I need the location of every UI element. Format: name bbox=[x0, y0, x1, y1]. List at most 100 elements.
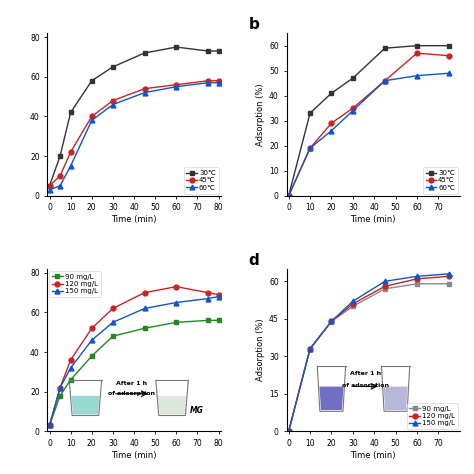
30℃ bbox=[328, 91, 334, 96]
150 mg/L bbox=[68, 365, 73, 371]
120 mg/L bbox=[110, 306, 116, 311]
X-axis label: Time (min): Time (min) bbox=[350, 215, 396, 224]
90 mg/L bbox=[286, 428, 292, 434]
Line: 150 mg/L: 150 mg/L bbox=[47, 294, 221, 428]
Line: 90 mg/L: 90 mg/L bbox=[286, 282, 452, 434]
120 mg/L bbox=[173, 284, 179, 290]
150 mg/L bbox=[173, 300, 179, 305]
30℃ bbox=[173, 44, 179, 50]
60℃ bbox=[46, 187, 52, 192]
45℃ bbox=[382, 78, 388, 83]
Legend: 90 mg/L, 120 mg/L, 150 mg/L: 90 mg/L, 120 mg/L, 150 mg/L bbox=[49, 271, 100, 297]
120 mg/L bbox=[414, 276, 420, 282]
120 mg/L bbox=[286, 428, 292, 434]
X-axis label: Time (min): Time (min) bbox=[111, 451, 157, 460]
150 mg/L bbox=[57, 385, 63, 391]
120 mg/L bbox=[142, 290, 147, 295]
45℃ bbox=[414, 50, 420, 56]
120 mg/L bbox=[46, 422, 52, 428]
Line: 120 mg/L: 120 mg/L bbox=[47, 284, 221, 428]
30℃ bbox=[142, 50, 147, 56]
60℃ bbox=[350, 108, 356, 114]
90 mg/L bbox=[216, 318, 221, 323]
60℃ bbox=[414, 73, 420, 79]
30℃ bbox=[216, 48, 221, 54]
120 mg/L bbox=[216, 292, 221, 297]
Line: 45℃: 45℃ bbox=[286, 51, 452, 198]
60℃ bbox=[446, 70, 452, 76]
30℃ bbox=[46, 183, 52, 189]
45℃ bbox=[89, 114, 95, 119]
Y-axis label: Adsorption (%): Adsorption (%) bbox=[256, 83, 265, 146]
45℃ bbox=[307, 146, 313, 151]
Polygon shape bbox=[158, 396, 186, 414]
150 mg/L bbox=[350, 299, 356, 304]
60℃ bbox=[328, 128, 334, 134]
Text: of adsorption: of adsorption bbox=[109, 391, 155, 396]
120 mg/L bbox=[328, 319, 334, 324]
120 mg/L bbox=[205, 290, 211, 295]
60℃ bbox=[205, 80, 211, 86]
90 mg/L bbox=[307, 346, 313, 352]
90 mg/L bbox=[205, 318, 211, 323]
Line: 30℃: 30℃ bbox=[286, 43, 452, 198]
45℃ bbox=[350, 105, 356, 111]
Polygon shape bbox=[383, 387, 408, 410]
30℃ bbox=[110, 64, 116, 70]
120 mg/L bbox=[307, 346, 313, 352]
150 mg/L bbox=[446, 271, 452, 277]
Line: 45℃: 45℃ bbox=[47, 78, 221, 188]
45℃ bbox=[142, 86, 147, 91]
Legend: 90 mg/L, 120 mg/L, 150 mg/L: 90 mg/L, 120 mg/L, 150 mg/L bbox=[407, 403, 458, 429]
60℃ bbox=[142, 90, 147, 95]
90 mg/L bbox=[382, 286, 388, 292]
Line: 90 mg/L: 90 mg/L bbox=[47, 318, 221, 428]
45℃ bbox=[216, 78, 221, 83]
Polygon shape bbox=[71, 396, 100, 414]
Line: 30℃: 30℃ bbox=[47, 45, 221, 188]
150 mg/L bbox=[205, 296, 211, 301]
45℃ bbox=[173, 82, 179, 88]
Text: MG: MG bbox=[190, 407, 204, 416]
150 mg/L bbox=[46, 422, 52, 428]
150 mg/L bbox=[110, 319, 116, 325]
45℃ bbox=[110, 98, 116, 103]
45℃ bbox=[205, 78, 211, 83]
120 mg/L bbox=[68, 357, 73, 363]
Text: d: d bbox=[248, 253, 259, 268]
60℃ bbox=[173, 84, 179, 90]
60℃ bbox=[382, 78, 388, 83]
90 mg/L bbox=[142, 326, 147, 331]
30℃ bbox=[307, 110, 313, 116]
30℃ bbox=[68, 109, 73, 115]
Legend: 30℃, 45℃, 60℃: 30℃, 45℃, 60℃ bbox=[183, 167, 219, 193]
150 mg/L bbox=[142, 306, 147, 311]
60℃ bbox=[286, 193, 292, 199]
150 mg/L bbox=[328, 319, 334, 324]
30℃ bbox=[286, 193, 292, 199]
Text: After 1 h: After 1 h bbox=[350, 371, 381, 376]
Legend: 30℃, 45℃, 60℃: 30℃, 45℃, 60℃ bbox=[423, 167, 458, 193]
120 mg/L bbox=[350, 301, 356, 307]
45℃ bbox=[286, 193, 292, 199]
Polygon shape bbox=[319, 387, 343, 410]
Text: b: b bbox=[248, 17, 259, 32]
Line: 150 mg/L: 150 mg/L bbox=[286, 272, 452, 434]
45℃ bbox=[446, 53, 452, 58]
60℃ bbox=[68, 163, 73, 169]
Text: After 1 h: After 1 h bbox=[116, 381, 147, 386]
60℃ bbox=[89, 118, 95, 123]
Y-axis label: Adsorption (%): Adsorption (%) bbox=[256, 319, 265, 382]
30℃ bbox=[382, 46, 388, 51]
30℃ bbox=[350, 75, 356, 81]
90 mg/L bbox=[89, 353, 95, 359]
45℃ bbox=[46, 183, 52, 189]
45℃ bbox=[328, 120, 334, 126]
60℃ bbox=[307, 146, 313, 151]
90 mg/L bbox=[110, 333, 116, 339]
90 mg/L bbox=[350, 303, 356, 309]
30℃ bbox=[205, 48, 211, 54]
Line: 120 mg/L: 120 mg/L bbox=[286, 274, 452, 434]
30℃ bbox=[414, 43, 420, 48]
Text: of adsorption: of adsorption bbox=[342, 383, 389, 388]
